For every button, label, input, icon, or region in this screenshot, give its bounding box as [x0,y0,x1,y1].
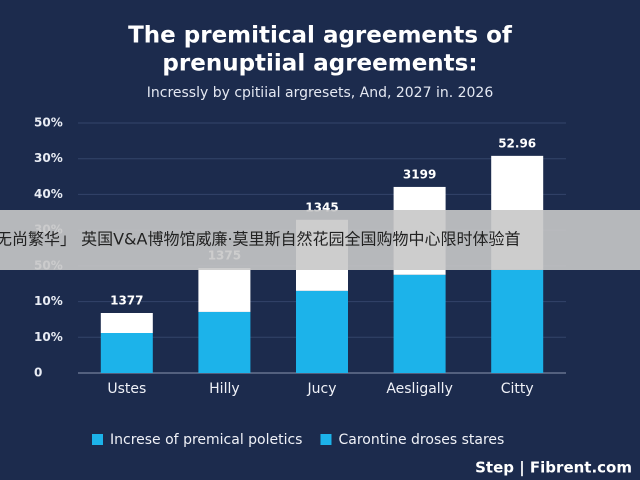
bar-total-label: 3199 [403,167,436,181]
x-tick-label: Aesligally [386,381,453,397]
bar-total-label: 1377 [110,294,143,308]
x-tick-label: Jucy [307,381,337,397]
bar-total-label: 52.96 [498,136,536,150]
overlay-text: 无尚繁华」 英国V&A博物馆威廉·莫里斯自然花园全国购物中心限时体验首 [0,230,521,249]
x-tick-label: Ustes [107,381,146,397]
legend-label: Carontine droses stares [338,432,504,448]
y-tick-label: 10% [34,294,63,308]
y-tick-label: 50% [34,116,63,130]
bar-segment [100,333,153,373]
legend-swatch [320,434,332,445]
y-tick-label: 30% [34,151,63,165]
x-tick-label: Citty [501,381,534,397]
bar-segment [198,311,251,373]
bar-segment [198,268,251,312]
y-tick-label: 10% [34,330,63,344]
bar-segment [491,269,544,373]
bar-segment [393,274,446,373]
chart-subtitle: Incressly by cpitiial argresets, And, 20… [147,85,494,101]
x-tick-label: Hilly [209,381,239,397]
bar-segment [296,290,348,373]
legend-label: Increse of premical poletics [110,432,302,448]
footer: Step | Fibrent.com [475,459,632,478]
bar-segment [100,313,153,333]
y-tick-label: 40% [34,187,63,201]
legend-swatch [92,434,103,445]
overlay-banner [0,210,640,270]
y-tick-label: 0 [34,366,42,380]
chart-title: The premitical agreements of [128,23,513,49]
chart-title: prenuptiial agreements: [162,51,477,77]
